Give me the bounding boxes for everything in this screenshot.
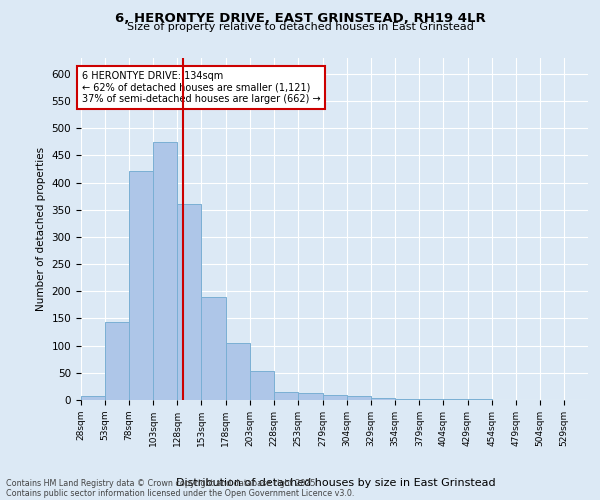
- Text: 6, HERONTYE DRIVE, EAST GRINSTEAD, RH19 4LR: 6, HERONTYE DRIVE, EAST GRINSTEAD, RH19 …: [115, 12, 485, 26]
- Bar: [129, 170, 153, 400]
- Text: Contains HM Land Registry data © Crown copyright and database right 2025.
Contai: Contains HM Land Registry data © Crown c…: [6, 479, 355, 498]
- Text: Distribution of detached houses by size in East Grinstead: Distribution of detached houses by size …: [176, 478, 496, 488]
- Bar: [298, 394, 323, 400]
- Bar: [250, 371, 274, 400]
- Bar: [202, 296, 226, 400]
- Bar: [274, 392, 298, 400]
- Text: 6 HERONTYE DRIVE: 134sqm
← 62% of detached houses are smaller (1,121)
37% of sem: 6 HERONTYE DRIVE: 134sqm ← 62% of detach…: [82, 71, 320, 104]
- Y-axis label: Number of detached properties: Number of detached properties: [36, 146, 46, 311]
- Bar: [178, 204, 202, 400]
- Bar: [323, 394, 347, 400]
- Bar: [226, 343, 250, 400]
- Bar: [81, 396, 105, 400]
- Bar: [105, 322, 129, 400]
- Text: Size of property relative to detached houses in East Grinstead: Size of property relative to detached ho…: [127, 22, 473, 32]
- Bar: [371, 398, 395, 400]
- Bar: [153, 142, 178, 400]
- Bar: [347, 396, 371, 400]
